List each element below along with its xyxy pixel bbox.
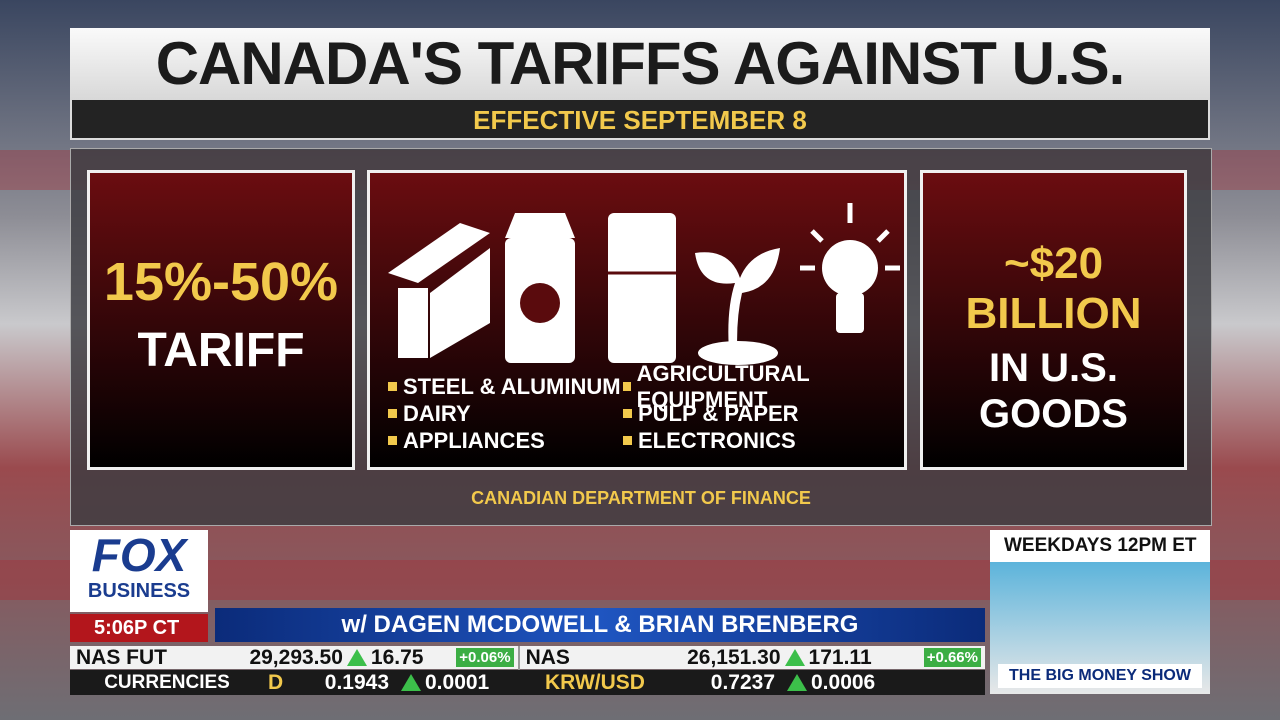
show-name: THE BIG MONEY SHOW [998,664,1202,688]
logo: FOX BUSINESS [70,530,208,612]
ticker-up [787,674,807,691]
goods-item: STEEL & ALUMINUM [388,373,623,400]
ticker-change: 16.75 [370,645,424,669]
ticker-name: KRW/USD [545,670,645,694]
amount-value: ~$20 BILLION [965,239,1142,338]
ticker-change: 0.0001 [425,670,490,694]
source: CANADIAN DEPARTMENT OF FINANCE [471,488,811,508]
logo-fox: FOX [91,529,187,581]
fridge-icon [608,213,676,363]
goods-item: APPLIANCES [388,427,623,454]
ticker-price: 29,293.50 [249,645,343,669]
ticker-price: 0.7237 [710,670,775,694]
plant-icon [695,248,780,363]
rate-value: 15%-50% [103,252,339,312]
ticker-name: D [268,670,284,694]
steel-icon [430,248,490,358]
ticker-name: NAS [517,645,687,670]
ticker-row: NAS FUT 29,293.50 16.75 +0.06% NAS 26,151.30 1… [70,645,985,670]
goods-box: STEEL & ALUMINUM DAIRY APPLIANCES AGRICULTU… [367,170,907,470]
title: CANADA'S TARIFFS AGAINST U.S. [70,28,1210,100]
ticker-up [784,649,805,666]
bulb-icon [822,240,878,296]
ticker-row: CURRENCIES D 0.1943 0.0001 KRW/USD 0.7237 0.00… [70,670,985,695]
ticker-pct: +0.06% [456,648,514,667]
ticker-price: 26,151.30 [687,645,781,669]
amount-line: GOODS [979,392,1128,436]
ticker-name: NAS FUT [76,645,167,669]
rate-label: TARIFF [137,324,305,377]
amount-line: IN U.S. [989,346,1118,390]
ticker-pct: +0.66% [923,648,981,667]
plant-icon [698,341,778,365]
icons [388,203,900,365]
bulb-icon [836,293,864,333]
ticker-change: 0.0006 [811,670,876,694]
clock: 5:06P CT [70,614,208,642]
amount-box: ~$20 BILLION IN U.S. GOODS [920,170,1187,470]
steel-icon [398,288,428,358]
logo-business: BUSINESS [87,580,191,602]
ticker-label: CURRENCIES [104,671,230,693]
ticker-price: 0.1943 [324,670,389,694]
milk-icon [505,213,575,238]
ticker-up [346,649,367,666]
cow-icon [520,283,560,323]
goods-item: AGRICULTURAL EQUIPMENT [623,361,898,412]
promo-text: WEEKDAYS 12PM ET [990,530,1210,562]
steel-icon [388,223,490,283]
goods-item: PULP & PAPER [623,400,898,427]
ticker-up [401,674,421,691]
promo: WEEKDAYS 12PM ET THE BIG MONEY SHOW [990,530,1210,694]
ticker-change: 171.11 [808,645,872,669]
goods-item: DAIRY [388,400,623,427]
subtitle: EFFECTIVE SEPTEMBER 8 [70,100,1210,140]
rate-box: 15%-50% TARIFF [87,170,355,470]
goods-item: ELECTRONICS [623,427,898,454]
goods-list: STEEL & ALUMINUM DAIRY APPLIANCES AGRICULTU… [388,361,898,454]
hosts: w/ DAGEN MCDOWELL & BRIAN BRENBERG [215,608,985,642]
